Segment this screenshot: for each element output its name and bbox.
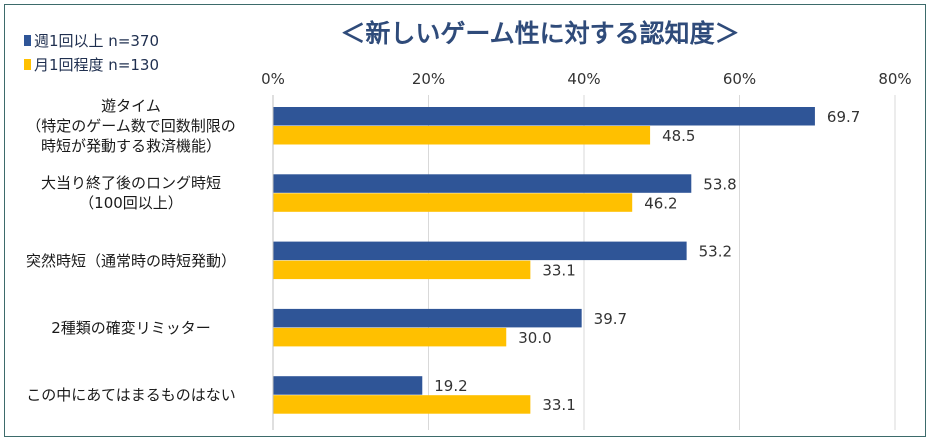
category-label: この中にあてはまるものはない	[1, 385, 261, 405]
legend-item-weekly: 週1回以上 n=370	[24, 30, 159, 51]
legend-item-monthly: 月1回程度 n=130	[24, 54, 159, 75]
legend-swatch-weekly	[24, 35, 31, 46]
bar-weekly	[273, 174, 692, 193]
x-tick-label: 80%	[878, 70, 911, 88]
legend-label-monthly: 月1回程度 n=130	[34, 56, 160, 74]
category-label-line: 大当り終了後のロング時短	[40, 174, 221, 193]
x-tick-label: 40%	[567, 70, 600, 88]
category-label-line: 突然時短（通常時の時短発動）	[25, 251, 236, 270]
category-label-line: この中にあてはまるものはない	[26, 386, 236, 405]
bar-monthly	[273, 193, 633, 212]
x-tick-label: 20%	[412, 70, 445, 88]
x-tick-label: 0%	[261, 70, 285, 88]
data-label: 69.7	[827, 108, 860, 126]
bar-monthly	[273, 126, 651, 145]
legend-swatch-monthly	[24, 59, 31, 70]
bar-weekly	[273, 376, 423, 395]
category-label-line: 遊タイム	[101, 97, 161, 115]
legend-label-weekly: 週1回以上 n=370	[34, 32, 160, 50]
category-label-line: 2種類の確変リミッター	[51, 318, 211, 337]
bar-weekly	[273, 308, 582, 328]
data-label: 19.2	[434, 377, 467, 395]
data-label: 48.5	[662, 127, 695, 145]
data-label: 39.7	[594, 310, 627, 328]
category-label: 大当り終了後のロング時短 （100回以上）	[1, 173, 261, 213]
x-tick-label: 60%	[723, 70, 756, 88]
category-label-line: （特定のゲーム数で回数制限の	[26, 117, 236, 135]
data-label: 53.8	[703, 175, 736, 193]
bar-monthly	[273, 260, 531, 280]
bar-monthly	[273, 327, 507, 347]
category-label: 突然時短（通常時の時短発動）	[1, 251, 261, 271]
chart-title: ＜新しいゲーム性に対する認知度＞	[340, 19, 740, 48]
chart-frame	[4, 4, 926, 437]
bar-weekly	[273, 241, 687, 261]
category-label-line: 時短が発動する救済機能）	[40, 137, 221, 155]
bar-monthly	[273, 395, 531, 414]
data-label: 33.1	[542, 396, 575, 414]
category-label-line: （100回以上）	[79, 194, 183, 213]
data-label: 53.2	[699, 243, 732, 261]
category-label: 2種類の確変リミッター	[1, 318, 261, 338]
category-label: 遊タイム （特定のゲーム数で回数制限の 時短が発動する救済機能）	[1, 96, 261, 156]
data-label: 46.2	[644, 194, 677, 212]
bar-weekly	[273, 107, 815, 126]
data-label: 33.1	[542, 262, 575, 280]
data-label: 30.0	[518, 329, 551, 347]
